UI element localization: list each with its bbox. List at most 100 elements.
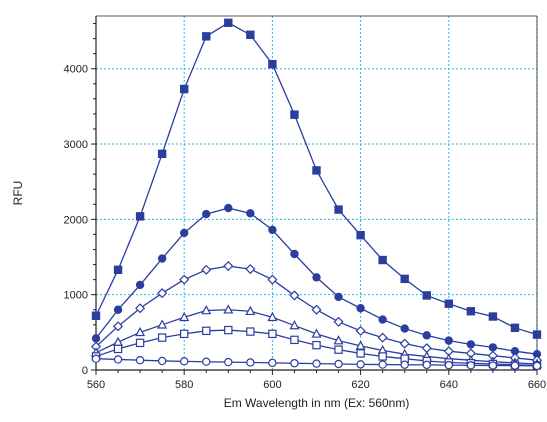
series-1-point <box>290 249 299 259</box>
series-5-point <box>422 360 431 370</box>
series-0-point <box>444 299 454 308</box>
series-4-point <box>135 338 145 348</box>
series-4-point <box>334 345 343 354</box>
series-1-point <box>356 304 365 313</box>
series-5-point <box>224 357 233 367</box>
x-tick-label: 660 <box>528 379 546 391</box>
series-2-point <box>113 321 124 332</box>
series-1-point <box>444 336 453 345</box>
series-1-point <box>246 209 255 218</box>
series-2 <box>90 261 543 366</box>
series-5-point <box>179 357 189 366</box>
series-4-point <box>312 340 321 350</box>
series-1-point <box>488 343 498 352</box>
series-0-point <box>202 32 211 41</box>
series-5-point <box>466 361 476 370</box>
series-2-point <box>135 303 146 314</box>
series-3-point <box>157 319 168 329</box>
series-1 <box>91 203 542 359</box>
series-5-point <box>400 360 409 369</box>
series-2-point <box>377 332 388 343</box>
series-5-point <box>312 359 321 368</box>
series-2-point <box>399 338 410 349</box>
grid-layer <box>96 16 538 370</box>
series-1-point <box>334 292 343 302</box>
axis-layer <box>91 15 538 375</box>
series-1-point <box>135 280 145 290</box>
label-layer: 560 580 600 620 640 660 0 1000 2000 3000 4000 <box>64 64 547 391</box>
series-3-point <box>289 320 300 330</box>
series-4-point <box>180 329 189 339</box>
x-tick-label: 560 <box>87 379 105 391</box>
series-2-point <box>355 325 366 336</box>
series-layer <box>90 18 543 371</box>
series-3-point <box>333 335 344 345</box>
y-tick-label: 4000 <box>64 64 88 76</box>
series-0-line <box>95 22 538 336</box>
series-0-point <box>91 311 101 320</box>
series-0-point <box>532 330 542 339</box>
series-0-point <box>466 307 476 316</box>
series-1-point <box>202 209 211 219</box>
series-0 <box>91 18 542 339</box>
series-2-point <box>289 290 300 301</box>
series-1-point <box>312 273 321 282</box>
series-1-point <box>268 225 277 235</box>
series-2-point <box>179 274 190 285</box>
series-0-point <box>135 212 145 221</box>
series-4-point <box>356 349 365 358</box>
series-0-point <box>113 265 123 275</box>
series-2-point <box>157 288 168 299</box>
series-5-point <box>444 360 453 370</box>
series-5-point <box>91 354 101 363</box>
series-2-point <box>311 304 322 315</box>
series-0-point <box>268 60 277 69</box>
series-3-point <box>267 311 278 322</box>
y-tick-label: 1000 <box>64 290 88 302</box>
series-0-point <box>356 230 365 240</box>
series-4-point <box>202 326 211 336</box>
series-0-point <box>157 149 167 159</box>
series-1-point <box>157 254 167 263</box>
series-5-point <box>290 359 299 368</box>
series-4-point <box>157 333 167 342</box>
series-2-point <box>245 264 256 275</box>
series-2-point <box>201 264 212 275</box>
x-tick-label: 640 <box>440 379 458 391</box>
series-3-point <box>311 328 322 338</box>
series-5-point <box>356 360 365 369</box>
series-0-point <box>180 84 189 94</box>
y-tick-label: 0 <box>82 365 88 377</box>
series-1-point <box>400 324 409 333</box>
series-4-point <box>268 329 277 339</box>
series-0-point <box>488 312 498 321</box>
series-0-point <box>334 205 343 214</box>
y-axis-title: RFU <box>11 181 25 206</box>
y-tick-label: 3000 <box>64 139 88 151</box>
series-5-point <box>135 356 145 365</box>
series-1-point <box>91 334 101 343</box>
series-5-point <box>378 360 387 369</box>
series-3-point <box>355 340 366 350</box>
x-tick-label: 620 <box>351 379 369 391</box>
series-2-point <box>333 316 344 327</box>
y-tick-label: 2000 <box>64 214 88 226</box>
x-tick-label: 600 <box>263 379 281 391</box>
series-0-point <box>290 110 299 119</box>
series-3-point <box>245 305 256 316</box>
series-5-point <box>246 358 255 367</box>
series-0-point <box>378 255 387 265</box>
series-1-point <box>179 228 189 238</box>
series-5-point <box>202 357 211 366</box>
series-4-point <box>113 344 123 354</box>
series-0-point <box>510 323 520 333</box>
series-4-point <box>290 335 299 345</box>
series-5-point <box>268 358 277 368</box>
series-5-point <box>488 361 498 370</box>
series-1-point <box>422 331 431 340</box>
series-0-point <box>400 274 409 284</box>
series-5-point <box>334 359 343 369</box>
series-2-point <box>267 274 278 285</box>
x-tick-label: 580 <box>175 379 193 391</box>
